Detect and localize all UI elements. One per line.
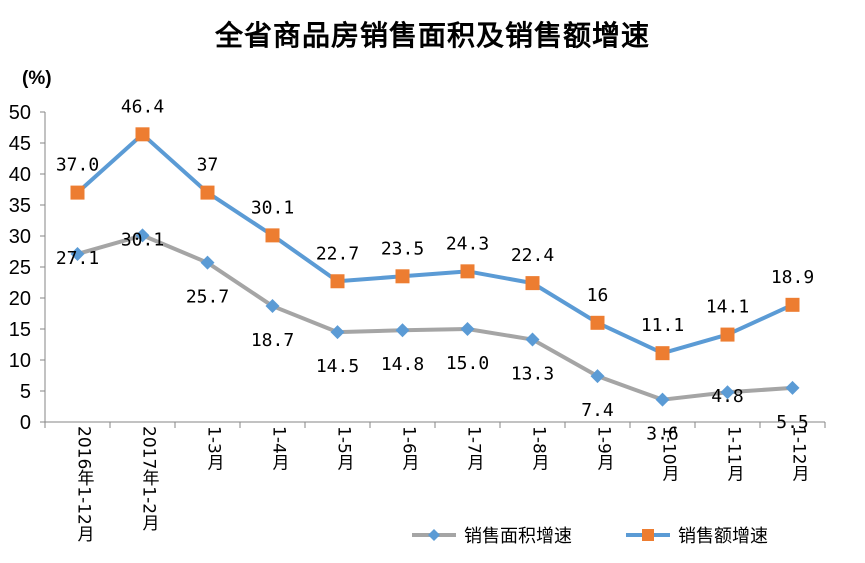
data-point-sales [200,185,215,200]
data-point-area [785,380,800,395]
data-label-area: 14.8 [381,354,424,375]
legend-item-area: 销售面积增速 [412,522,572,548]
data-label-sales: 46.4 [121,96,164,117]
data-label-area: 14.5 [316,356,359,377]
y-axis-unit-label: (%) [22,68,52,89]
data-label-area: 15.0 [446,353,489,374]
data-point-area [70,246,85,261]
data-point-sales [70,185,85,200]
x-tick-label: 1-5月 [334,426,355,471]
data-point-sales [525,276,540,291]
data-label-sales: 22.4 [511,245,554,266]
y-tick-label: 20 [9,288,31,310]
y-tick-label: 0 [20,412,31,434]
data-point-area [200,255,215,270]
data-label-area: 27.1 [56,248,99,269]
y-tick-label: 35 [9,195,31,217]
data-point-sales [135,127,150,142]
data-point-sales [330,274,345,289]
y-tick-label: 15 [9,319,31,341]
x-tick-label: 2016年1-12月 [74,426,95,542]
data-label-area: 7.4 [581,400,614,421]
data-label-area: 13.3 [511,364,554,385]
data-label-area: 3.6 [646,424,679,445]
data-label-sales: 16 [587,285,609,306]
y-tick-label: 25 [9,257,31,279]
data-label-area: 18.7 [251,330,294,351]
data-point-area [590,369,605,384]
x-tick-label: 1-12月 [789,426,810,482]
data-point-area [265,299,280,314]
data-point-sales [460,264,475,279]
data-label-sales: 37.0 [56,155,99,176]
data-point-sales [590,315,605,330]
data-label-area: 5.5 [776,412,809,433]
series-line-area [76,233,793,402]
data-label-sales: 23.5 [381,238,424,259]
data-label-sales: 30.1 [251,197,294,218]
y-tick-label: 50 [9,102,31,124]
y-tick-label: 45 [9,133,31,155]
y-tick-label: 10 [9,350,31,372]
legend-marker-area [412,529,456,541]
x-tick-label: 1-9月 [594,426,615,471]
data-point-area [720,385,735,400]
data-point-sales [265,228,280,243]
x-tick-label: 1-4月 [269,426,290,471]
data-label-sales: 24.3 [446,233,489,254]
data-point-area [395,323,410,338]
x-tick-label: 1-8月 [529,426,550,471]
data-label-area: 25.7 [186,287,229,308]
legend-item-sales: 销售额增速 [626,522,768,548]
data-point-area [330,325,345,340]
legend-label-area: 销售面积增速 [464,526,572,547]
x-tick-label: 1-7月 [464,426,485,471]
data-label-sales: 37 [197,155,219,176]
data-point-area [460,322,475,336]
x-tick-label: 1-11月 [724,426,745,482]
y-tick-label: 30 [9,226,31,248]
data-label-sales: 22.7 [316,243,359,264]
data-label-sales: 14.1 [706,297,749,318]
data-point-sales [720,327,735,342]
data-label-area: 30.1 [121,229,164,250]
data-point-sales [655,346,670,361]
legend-label-sales: 销售额增速 [678,526,768,547]
data-point-sales [785,297,800,312]
y-tick-label: 5 [20,381,31,403]
series-line-sales [76,132,794,356]
x-tick-label: 1-6月 [399,426,420,471]
data-point-sales [395,269,410,284]
x-tick-label: 2017年1-2月 [139,426,160,531]
x-tick-label: 1-3月 [204,426,225,471]
data-point-area [525,332,540,347]
data-label-area: 4.8 [711,386,744,407]
y-tick-label: 40 [9,164,31,186]
chart-title: 全省商品房销售面积及销售额增速 [214,19,650,52]
data-label-sales: 18.9 [771,267,814,288]
data-label-sales: 11.1 [641,315,684,336]
x-tick-label: 1-10月 [659,426,680,482]
data-point-area [135,228,150,243]
data-point-area [655,392,670,407]
legend-marker-sales [626,529,670,541]
